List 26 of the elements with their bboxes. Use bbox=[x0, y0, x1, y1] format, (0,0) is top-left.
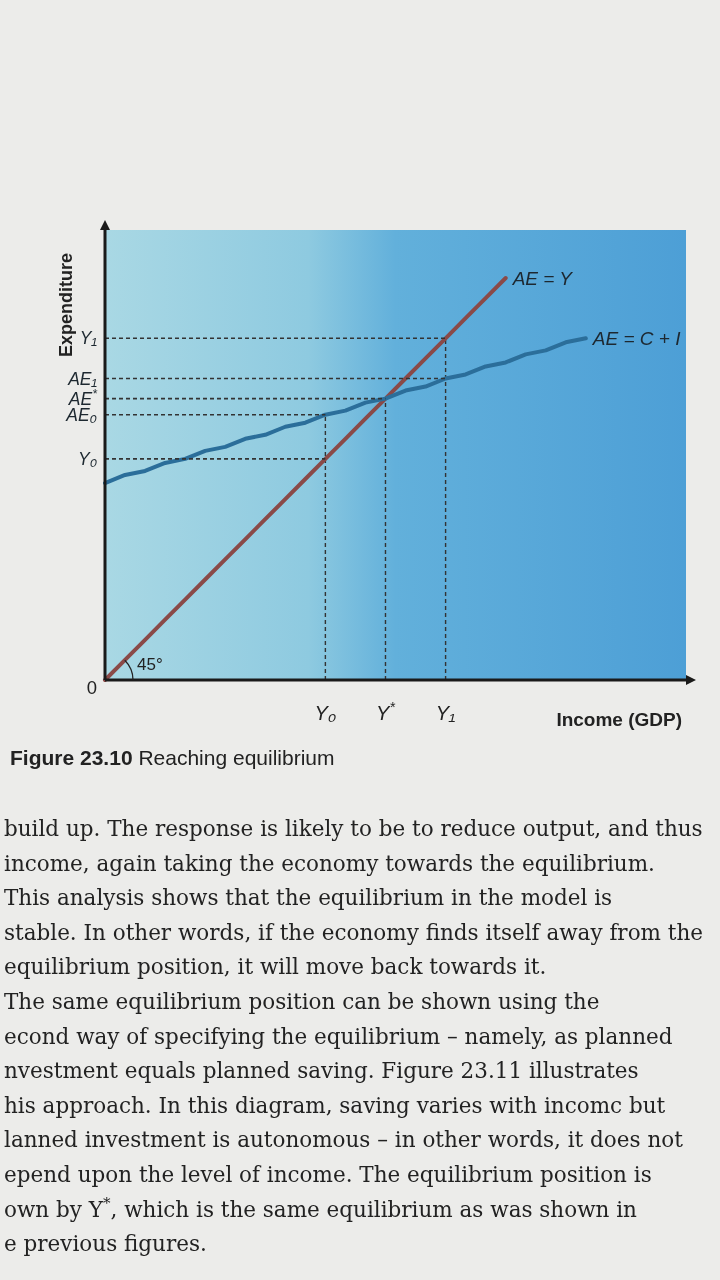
text: income, again taking the economy towards the equilibrium. bbox=[4, 850, 655, 876]
x-tick-label: Y₁ bbox=[435, 702, 456, 724]
text: e previous figures. bbox=[4, 1231, 207, 1257]
text: This analysis shows that the equilibrium in the model is bbox=[4, 885, 613, 911]
text: epend upon the level of income. The equilibrium position is bbox=[4, 1162, 652, 1187]
text: 0 bbox=[86, 677, 97, 698]
text: his approach. In this diagram, saving varies with incomc but bbox=[4, 1092, 666, 1118]
series-label: AE₁ bbox=[67, 368, 98, 389]
series-label: AE = C + I bbox=[591, 327, 682, 349]
x-tick-label: Y₀ bbox=[314, 702, 337, 724]
series-label: AE = Y bbox=[511, 267, 574, 289]
x-axis-title: Income (GDP) bbox=[556, 709, 682, 730]
text: The same equilibrium position can be shown using the bbox=[4, 989, 600, 1014]
text: own by Y$^{*}$, which is the same equilibrium as was shown in bbox=[4, 1193, 638, 1222]
text: econd way of specifying the equilibrium – namely, as planned bbox=[4, 1023, 673, 1049]
text: Figure 23.10 Reaching equilibrium bbox=[10, 746, 335, 769]
series-label: Y₁ bbox=[79, 328, 98, 349]
text: stable. In other words, if the economy finds itself away from the bbox=[4, 919, 704, 945]
series-label: Y₀ bbox=[77, 449, 97, 470]
text: build up. The response is likely to be to reduce output, and thus bbox=[4, 816, 703, 841]
text: lanned investment is autonomous – in other words, it does not bbox=[4, 1127, 684, 1153]
annotation: 45° bbox=[137, 655, 163, 674]
text: nvestment equals planned saving. Figure 23.11 illustrates bbox=[4, 1058, 639, 1084]
y-axis-title: Expenditure bbox=[56, 252, 76, 358]
text: equilibrium position, it will move back towards it. bbox=[4, 954, 547, 980]
x-tick-label: Y$^{*}$ bbox=[376, 699, 396, 724]
